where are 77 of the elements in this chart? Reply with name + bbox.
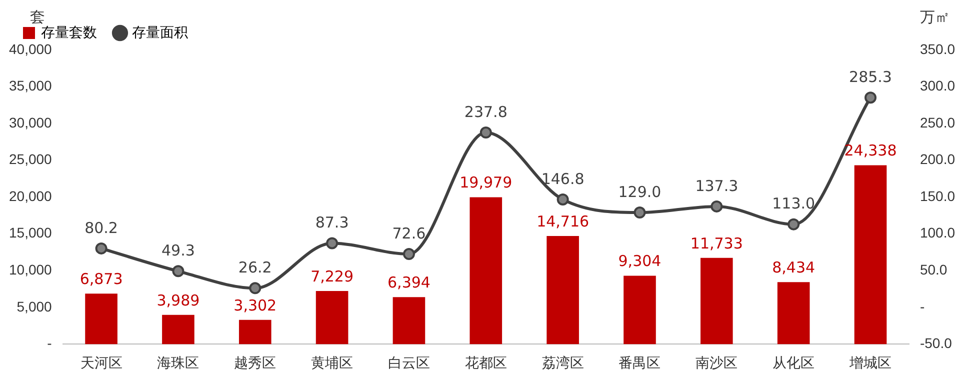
y2-tick-label: 300.0 — [920, 78, 956, 94]
y2-tick-label: 350.0 — [920, 40, 956, 57]
point — [172, 265, 184, 278]
point — [249, 282, 262, 294]
data-label: 6,394 — [387, 274, 430, 292]
y-tick-label: 10,000 — [8, 262, 52, 278]
bar — [624, 276, 656, 344]
point — [95, 242, 108, 254]
y-tick-label: 5,000 — [16, 298, 52, 314]
y2-tick-label: 200.0 — [920, 151, 956, 168]
data-label: 7,229 — [310, 267, 354, 286]
x-tick-label: 番禺区 — [618, 354, 661, 370]
x-tick-label: 海珠区 — [157, 354, 200, 370]
bar — [238, 320, 272, 344]
y-tick-label: 25,000 — [8, 151, 52, 168]
data-label: 137.3 — [695, 176, 738, 195]
y-tick-label: 15,000 — [8, 224, 52, 241]
data-label: 237.8 — [464, 102, 508, 121]
data-label: 19,979 — [460, 174, 512, 192]
bar — [470, 197, 502, 344]
data-label: 6,873 — [80, 270, 123, 288]
y2-tick-label: 250.0 — [920, 114, 956, 130]
x-tick-label: 从化区 — [772, 354, 815, 370]
bar — [546, 236, 579, 344]
bar — [316, 291, 348, 344]
data-label: 80.2 — [84, 218, 118, 237]
x-tick-label: 白云区 — [388, 354, 430, 370]
y-tick-label: - — [47, 335, 52, 352]
x-tick-label: 荔湾区 — [542, 354, 584, 370]
data-label: 49.3 — [162, 242, 195, 260]
point — [788, 218, 800, 230]
data-label: 87.3 — [315, 214, 349, 232]
data-label: 11,733 — [690, 234, 743, 252]
y-tick-label: 30,000 — [8, 114, 52, 130]
y2-axis-title: 万㎡ — [920, 8, 950, 27]
y2-tick-label: 100.0 — [920, 224, 956, 241]
y-tick-label: 40,000 — [8, 40, 52, 57]
data-label: 3,302 — [234, 296, 277, 314]
point — [480, 126, 492, 139]
y2-tick-label: 150.0 — [920, 188, 956, 204]
data-label: 26.2 — [238, 258, 272, 277]
x-tick-label: 增城区 — [848, 354, 892, 370]
bar — [777, 282, 810, 344]
point — [864, 92, 877, 104]
data-label: 72.6 — [392, 224, 426, 242]
point — [556, 193, 569, 206]
x-tick-label: 越秀区 — [234, 354, 276, 370]
data-label: 113.0 — [772, 194, 816, 213]
y2-tick-label: -50.0 — [920, 335, 952, 352]
bar — [392, 297, 426, 344]
point — [326, 237, 338, 250]
data-label: 285.3 — [849, 68, 892, 86]
data-label: 14,716 — [536, 212, 590, 230]
bar — [700, 258, 733, 344]
legend-label: 存量套数 — [41, 24, 97, 40]
data-label: 8,434 — [772, 258, 816, 277]
data-label: 24,338 — [844, 142, 897, 160]
x-tick-label: 南沙区 — [696, 354, 738, 370]
y-axis-title: 套 — [30, 8, 45, 26]
y-tick-label: 20,000 — [8, 188, 52, 204]
bar — [85, 294, 118, 344]
point — [710, 200, 723, 212]
x-tick-label: 天河区 — [80, 354, 122, 370]
legend-label: 存量面积 — [132, 24, 188, 40]
data-label: 146.8 — [541, 170, 584, 188]
point — [402, 248, 415, 260]
bar — [162, 314, 194, 344]
point — [634, 206, 646, 219]
data-label: 129.0 — [618, 182, 662, 201]
data-label: 3,989 — [156, 291, 200, 310]
y2-tick-label: 50.0 — [920, 262, 948, 278]
y-tick-label: 35,000 — [8, 78, 52, 94]
x-tick-label: 黄埔区 — [311, 354, 354, 370]
bar — [854, 165, 887, 344]
y2-tick-label: - — [920, 298, 925, 314]
data-label: 9,304 — [618, 252, 662, 270]
x-tick-label: 花都区 — [464, 354, 507, 370]
